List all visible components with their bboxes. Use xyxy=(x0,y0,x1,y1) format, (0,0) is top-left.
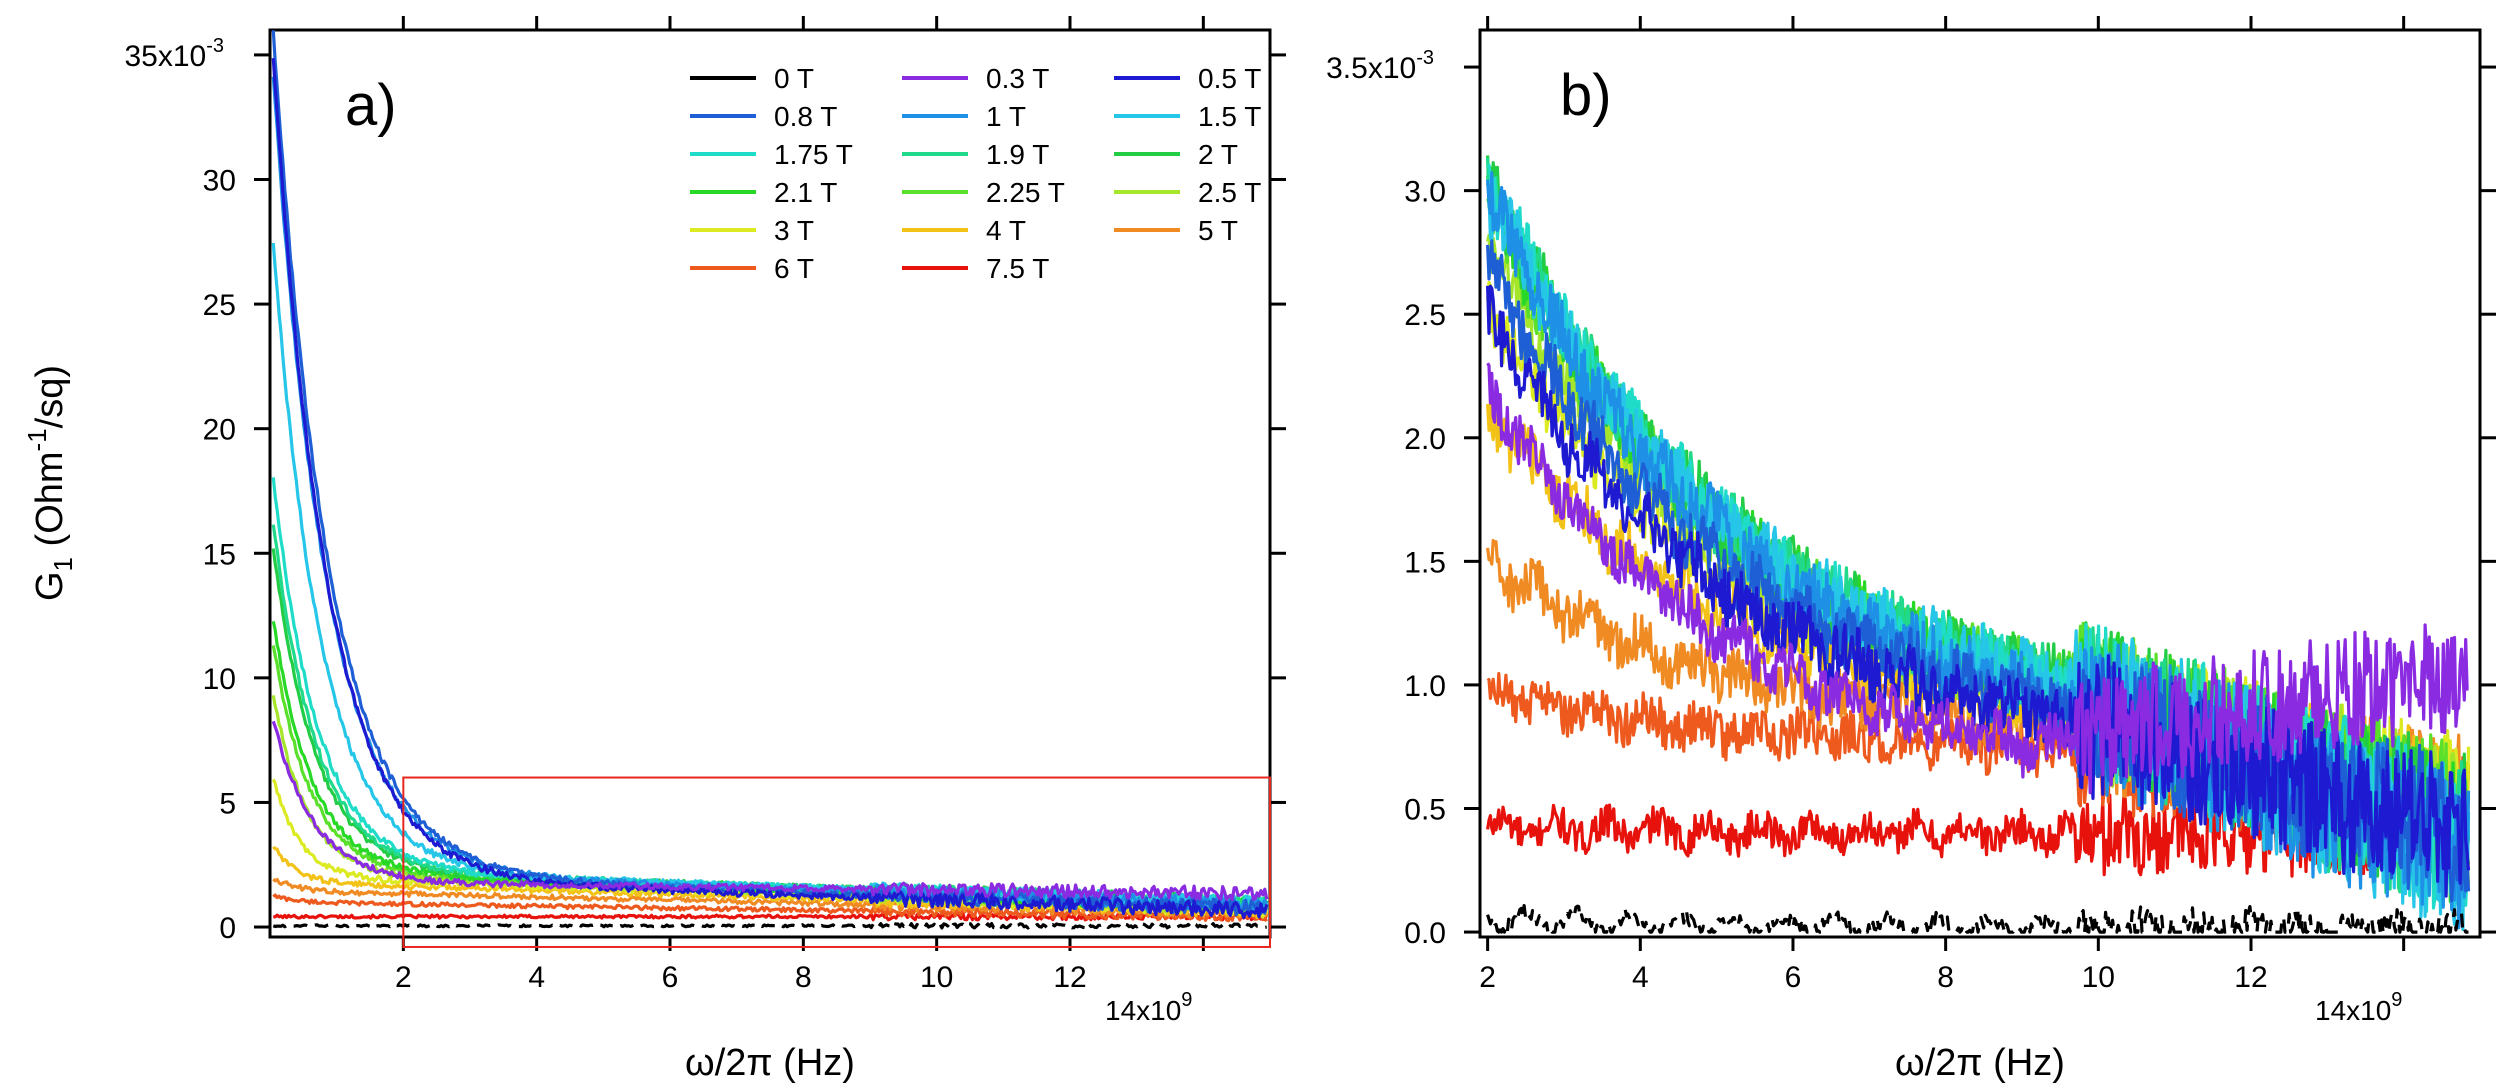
panel-a-series-2p5T xyxy=(271,695,1268,914)
legend-item: 1.9 T xyxy=(902,139,1049,170)
legend-item: 0.3 T xyxy=(902,63,1049,94)
legend-item: 2 T xyxy=(1114,139,1238,170)
legend-item: 2.5 T xyxy=(1114,177,1261,208)
legend-item: 1.5 T xyxy=(1114,101,1261,132)
panel-b-y-tick-label: 2.0 xyxy=(1404,423,1446,456)
panel-a-x-multiplier: 14x109 xyxy=(1105,989,1192,1026)
legend-item: 3 T xyxy=(690,215,814,246)
panel-b-x-tick-label: 8 xyxy=(1937,961,1954,994)
panel-a-series-0p8T xyxy=(271,30,1269,917)
legend-label: 0 T xyxy=(774,63,814,94)
legend-label: 1.9 T xyxy=(986,139,1049,170)
panel-a-y-tick-label: 20 xyxy=(203,414,236,447)
panel-b-series-0p5T xyxy=(1486,284,2471,898)
panel-b-frame xyxy=(1478,28,2482,939)
panel-a-series-2T xyxy=(271,548,1269,911)
panel-a-series-0p5T xyxy=(271,58,1269,920)
panel-b-ticks: 2 4 6 8 10 12 0.0 0.5 1.0 1.5 2.0 2.5 3.0 3.5x10-3 xyxy=(1326,16,2496,994)
panel-b-x-tick-label: 10 xyxy=(2082,961,2115,994)
legend-item: 2.25 T xyxy=(902,177,1065,208)
panel-b-x-multiplier: 14x109 xyxy=(2315,989,2402,1026)
panel-a-y-tick-label: 10 xyxy=(203,663,236,696)
legend-item: 2.1 T xyxy=(690,177,837,208)
panel-a-ylabel: G1 (Ohm-1/sq) xyxy=(22,365,78,601)
legend-label: 0.3 T xyxy=(986,63,1049,94)
panel-a-ticks: 2 4 6 8 10 12 0 5 10 15 20 25 30 35x10-3 xyxy=(124,16,1286,994)
legend-label: 0.5 T xyxy=(1198,63,1261,94)
panel-a-series xyxy=(271,30,1269,930)
legend-item: 0.8 T xyxy=(690,101,837,132)
legend-label: 5 T xyxy=(1198,215,1238,246)
legend-item: 0.5 T xyxy=(1114,63,1261,94)
legend-label: 2.25 T xyxy=(986,177,1065,208)
legend-label: 3 T xyxy=(774,215,814,246)
panel-b-y-tick-label: 1.0 xyxy=(1404,670,1446,703)
panel-a-x-tick-label: 4 xyxy=(528,961,545,994)
panel-a-xlabel: ω/2π (Hz) xyxy=(685,1042,855,1084)
panel-a-y-tick-label: 5 xyxy=(219,787,236,820)
panel-b-xlabel: ω/2π (Hz) xyxy=(1895,1042,2065,1084)
panel-b-y-tick-label: 1.5 xyxy=(1404,546,1446,579)
panel-a-series-1p5T xyxy=(271,242,1268,912)
legend-item: 0 T xyxy=(690,63,814,94)
panel-b-y-tick-label: 3.5x10-3 xyxy=(1326,47,1434,85)
panel-b-y-tick-label: 0.0 xyxy=(1404,917,1446,950)
panel-a-inset-box xyxy=(402,776,1272,948)
panel-a-y-tick-label: 35x10-3 xyxy=(124,35,224,73)
panel-a-frame xyxy=(268,28,1272,939)
panel-a-inset-rectangle xyxy=(402,776,1272,948)
panel-a-series-0p3T xyxy=(271,720,1269,902)
panel-a-x-tick-label: 10 xyxy=(920,961,953,994)
panel-a-series-6T xyxy=(272,893,1269,923)
legend-label: 7.5 T xyxy=(986,253,1049,284)
legend-label: 4 T xyxy=(986,215,1026,246)
panel-b-y-tick-label: 3.0 xyxy=(1404,176,1446,209)
panel-b-y-tick-label: 0.5 xyxy=(1404,793,1446,826)
legend-label: 1 T xyxy=(986,101,1026,132)
legend-item: 4 T xyxy=(902,215,1026,246)
panel-a-x-tick-label: 2 xyxy=(395,961,412,994)
legend-item: 6 T xyxy=(690,253,814,284)
panel-a-y-tick-label: 0 xyxy=(219,912,236,945)
panel-b-x-tick-label: 12 xyxy=(2234,961,2267,994)
legend-label: 6 T xyxy=(774,253,814,284)
legend-label: 2.1 T xyxy=(774,177,837,208)
legend-item: 1 T xyxy=(902,101,1026,132)
panel-a-label: a) xyxy=(345,73,397,138)
legend-label: 2 T xyxy=(1198,139,1238,170)
panel-a-series-1T xyxy=(271,76,1269,914)
panel-a-series-0T xyxy=(272,922,1267,930)
legend-label: 1.5 T xyxy=(1198,101,1261,132)
panel-a-x-tick-label: 6 xyxy=(662,961,679,994)
legend-item: 7.5 T xyxy=(902,253,1049,284)
legend-label: 0.8 T xyxy=(774,101,837,132)
legend-label: 1.75 T xyxy=(774,139,853,170)
panel-b-series-0p3T xyxy=(1486,362,2469,795)
panel-b-chart: 2 4 6 8 10 12 0.0 0.5 1.0 1.5 2.0 2.5 3.0 3.5x10-3 b)… xyxy=(1326,16,2496,1084)
legend-item: 5 T xyxy=(1114,215,1238,246)
panel-b-x-tick-label: 2 xyxy=(1479,961,1496,994)
panel-b-label: b) xyxy=(1560,63,1612,128)
panel-a-x-tick-label: 8 xyxy=(795,961,812,994)
panel-a-x-tick-label: 12 xyxy=(1053,961,1086,994)
panel-a-series-1p9T xyxy=(271,524,1269,911)
legend: 0 T 0.3 T 0.5 T 0.8 T 1 T 1.5 T 1.75 T 1.9 T 2 T… xyxy=(690,63,1261,284)
panel-b-x-tick-label: 6 xyxy=(1785,961,1802,994)
panel-b-x-tick-label: 4 xyxy=(1632,961,1649,994)
panel-a-y-tick-label: 25 xyxy=(203,289,236,322)
panel-b-series xyxy=(1486,155,2471,934)
panel-b-series-0T xyxy=(1486,904,2469,934)
legend-item: 1.75 T xyxy=(690,139,853,170)
panel-a-y-tick-label: 15 xyxy=(203,538,236,571)
legend-label: 2.5 T xyxy=(1198,177,1261,208)
panel-b-y-tick-label: 2.5 xyxy=(1404,299,1446,332)
panel-a-y-tick-label: 30 xyxy=(203,165,236,198)
